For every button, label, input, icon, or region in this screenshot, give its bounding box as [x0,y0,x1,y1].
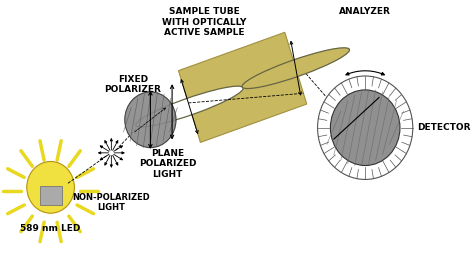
Polygon shape [179,32,307,142]
FancyBboxPatch shape [40,186,62,205]
Text: 589 nm LED: 589 nm LED [20,224,81,233]
Ellipse shape [330,90,400,165]
Text: SAMPLE TUBE
WITH OPTICALLY
ACTIVE SAMPLE: SAMPLE TUBE WITH OPTICALLY ACTIVE SAMPLE [163,7,247,37]
Ellipse shape [318,76,413,180]
Text: ANALYZER: ANALYZER [339,7,391,16]
Ellipse shape [242,48,349,89]
Text: PLANE
POLARIZED
LIGHT: PLANE POLARIZED LIGHT [139,149,197,179]
Ellipse shape [136,86,243,127]
Text: DETECTOR: DETECTOR [417,123,471,132]
Text: NON-POLARIZED
LIGHT: NON-POLARIZED LIGHT [73,193,150,212]
Text: FIXED
POLARIZER: FIXED POLARIZER [105,75,162,94]
Ellipse shape [125,92,176,148]
Ellipse shape [27,161,74,213]
